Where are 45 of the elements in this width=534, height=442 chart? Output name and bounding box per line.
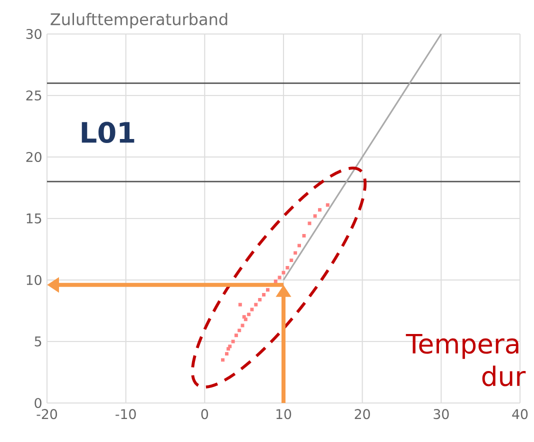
point <box>278 276 282 280</box>
point <box>250 308 254 312</box>
point <box>234 334 238 338</box>
point <box>258 298 262 302</box>
point <box>282 270 286 274</box>
point <box>298 244 302 248</box>
x-tick-label: 20 <box>354 409 370 420</box>
chart-title: Zulufttemperaturband <box>50 12 228 28</box>
x-tick-label: 30 <box>434 409 449 420</box>
point <box>240 324 244 328</box>
x-tick-label: 40 <box>512 409 528 420</box>
annotation: L01 <box>82 122 134 143</box>
point <box>238 302 242 306</box>
point <box>244 318 248 322</box>
point <box>221 358 225 362</box>
y-tick-label: 30 <box>26 28 42 40</box>
point <box>231 340 235 344</box>
y-tick-label: 15 <box>26 214 42 224</box>
point <box>318 208 322 212</box>
point <box>254 302 258 306</box>
point <box>302 234 306 238</box>
point <box>313 214 317 218</box>
x-tick-label: -20 <box>36 409 58 420</box>
x-tick-label: -10 <box>116 409 136 420</box>
annotation: dur <box>482 366 526 386</box>
point <box>294 251 298 255</box>
x-tick-label: 0 <box>201 409 208 420</box>
point <box>274 279 278 283</box>
y-tick-label: 25 <box>26 90 42 101</box>
point <box>266 288 270 292</box>
point <box>225 352 228 356</box>
point <box>228 344 232 348</box>
point <box>262 293 266 296</box>
point <box>286 266 290 270</box>
point <box>290 258 294 262</box>
annotation: Tempera <box>406 334 518 359</box>
y-tick-label: 5 <box>34 336 42 346</box>
point <box>308 222 312 226</box>
point <box>247 312 251 316</box>
y-tick-label: 10 <box>26 274 42 286</box>
y-tick-label: 0 <box>34 398 42 408</box>
point <box>238 328 242 332</box>
point <box>326 203 330 207</box>
x-tick-label: 10 <box>276 409 292 420</box>
y-tick-label: 20 <box>26 152 42 162</box>
